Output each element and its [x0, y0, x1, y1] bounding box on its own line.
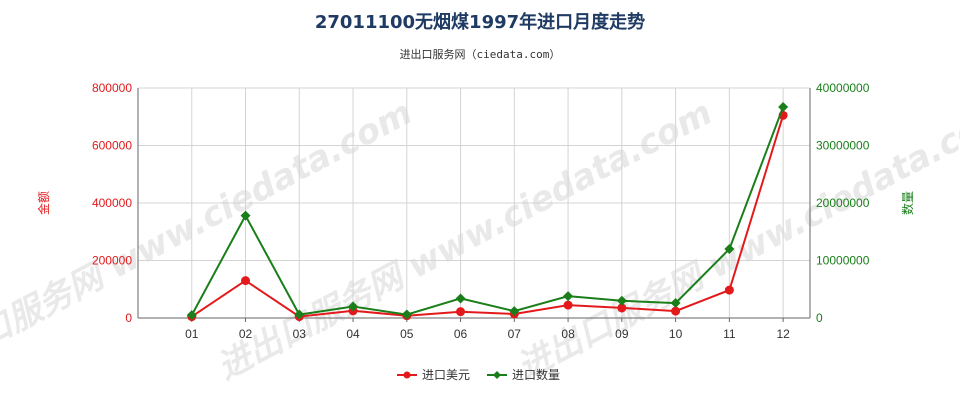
y-right-axis-label: 数量 [900, 191, 915, 215]
axes: 0 200000 400000 600000 800000 0 10000000 200000… [92, 81, 870, 341]
watermark-text: 进出口服务网 www.ciedata.com [211, 93, 719, 388]
data-point-quantity [294, 309, 305, 320]
chart-title: 27011100无烟煤1997年进口月度走势 [315, 11, 645, 33]
x-tick-label: 01 [185, 327, 199, 341]
data-point-amount [241, 276, 251, 286]
data-point-quantity [563, 291, 574, 302]
data-point-quantity [724, 244, 735, 254]
legend-marker-amount [403, 371, 411, 379]
data-point-amount [671, 306, 681, 316]
y-right-tick-label: 10000000 [816, 254, 870, 268]
data-point-amount [724, 285, 734, 295]
x-tick-label: 07 [508, 327, 522, 341]
data-point-amount [563, 300, 573, 310]
data-point-quantity [778, 101, 789, 112]
watermark-text: 进出口服务网 www.ciedata.com [0, 93, 419, 388]
data-point-quantity [455, 293, 466, 304]
legend-marker-quantity [493, 371, 501, 379]
x-tick-label: 02 [239, 327, 253, 341]
data-point-quantity [186, 310, 197, 321]
data-point-amount [456, 307, 466, 317]
data-point-quantity [670, 298, 681, 309]
legend-item-quantity[interactable]: 进口数量 [487, 367, 560, 382]
y-left-tick-label: 400000 [92, 196, 132, 210]
data-point-quantity [509, 306, 520, 317]
data-point-quantity [348, 301, 359, 312]
legend-item-amount[interactable]: 进口美元 [397, 368, 470, 382]
data-point-quantity [401, 309, 412, 320]
y-right-tick-label: 30000000 [816, 139, 870, 153]
series-line-amount [191, 115, 785, 318]
data-point-amount [617, 303, 627, 313]
y-right-tick-label: 0 [816, 311, 823, 325]
x-tick-label: 11 [723, 327, 736, 341]
legend-label-quantity: 进口数量 [512, 367, 560, 382]
y-left-tick-label: 600000 [92, 139, 132, 153]
x-tick-label: 09 [615, 327, 629, 341]
x-tick-label: 06 [454, 327, 468, 341]
x-tick-label: 04 [346, 327, 360, 341]
legend: 进口美元 进口数量 [397, 367, 560, 382]
x-tick-label: 12 [776, 327, 790, 341]
chart-subtitle: 进出口服务网（ciedata.com） [400, 47, 561, 61]
x-tick-label: 10 [669, 327, 683, 341]
x-tick-label: 08 [561, 327, 575, 341]
data-point-quantity [616, 295, 627, 306]
grid [138, 87, 810, 318]
x-tick-label: 05 [400, 327, 414, 341]
legend-label-amount: 进口美元 [422, 368, 470, 382]
y-left-axis-label: 金额 [36, 191, 51, 215]
watermark-text: 进出口服务网 www.ciedata.com [511, 93, 960, 388]
y-left-tick-label: 0 [125, 311, 132, 325]
series [186, 101, 789, 322]
x-tick-label: 03 [293, 327, 307, 341]
y-left-tick-label: 200000 [92, 254, 132, 268]
y-right-tick-label: 40000000 [816, 81, 870, 95]
y-left-tick-label: 800000 [92, 81, 132, 95]
series-line-quantity [190, 106, 785, 316]
data-point-quantity [240, 210, 251, 221]
y-right-tick-label: 20000000 [816, 196, 870, 210]
